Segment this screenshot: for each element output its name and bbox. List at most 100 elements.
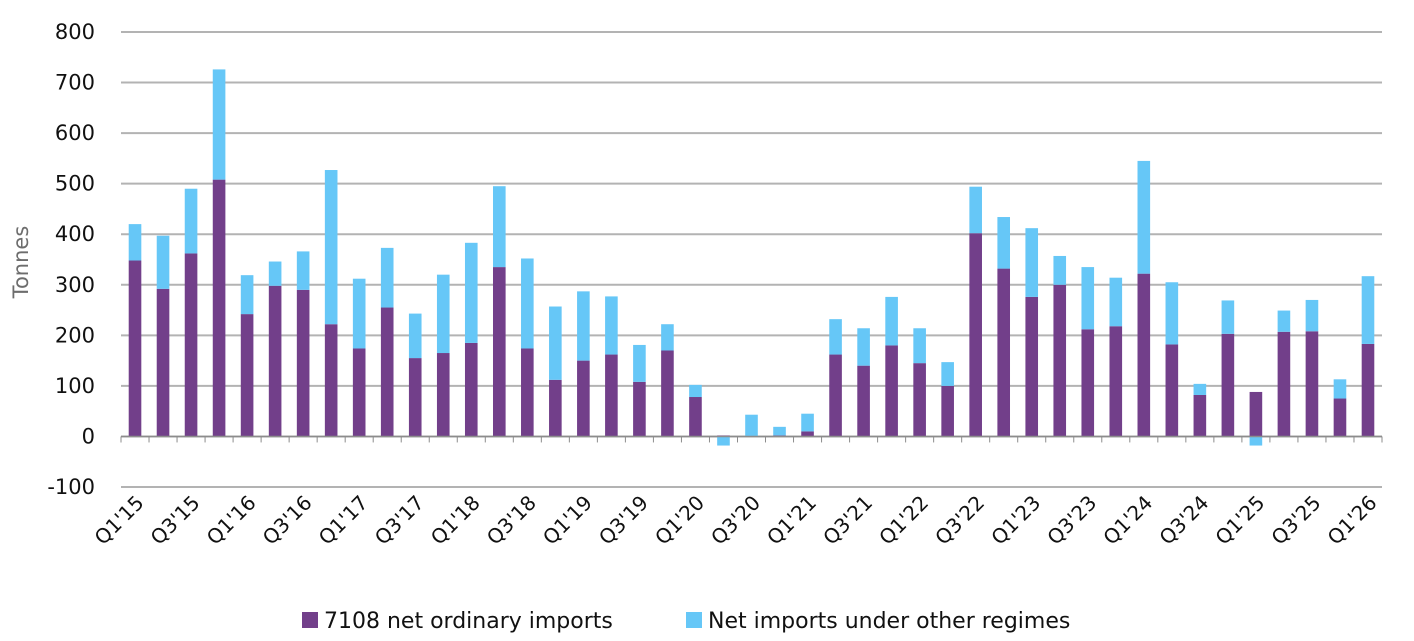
bar-ordinary-imports (661, 350, 674, 437)
bar-other-regimes (268, 261, 282, 286)
bar-other-regimes (885, 296, 898, 346)
bar-other-regimes (1249, 436, 1263, 446)
bar-ordinary-imports (1361, 343, 1375, 437)
x-tick-label: Q1'15 (90, 491, 149, 550)
y-tick-label: 100 (55, 374, 95, 398)
bar-ordinary-imports (1109, 326, 1123, 437)
bar-ordinary-imports (997, 268, 1011, 437)
bar-ordinary-imports (1025, 296, 1039, 437)
bar-other-regimes (1025, 228, 1039, 297)
x-tick-label: Q3'22 (930, 491, 989, 550)
bar-other-regimes (801, 413, 814, 432)
bar-ordinary-imports (184, 253, 198, 437)
bar-ordinary-imports (1137, 273, 1151, 437)
bar-ordinary-imports (801, 431, 814, 437)
bar-ordinary-imports (689, 397, 702, 437)
bar-ordinary-imports (156, 288, 170, 437)
bar-other-regimes (1053, 255, 1067, 285)
bar-other-regimes (1361, 276, 1375, 344)
y-tick-label: 300 (55, 273, 95, 297)
bar-other-regimes (296, 251, 310, 290)
x-tick-label: Q1'19 (538, 491, 597, 550)
bar-ordinary-imports (605, 354, 618, 437)
x-tick-label: Q3'20 (706, 491, 765, 550)
bar-ordinary-imports (380, 307, 394, 437)
bar-other-regimes (605, 296, 618, 355)
y-tick-label: 200 (55, 323, 95, 347)
x-tick-label: Q3'15 (146, 491, 205, 550)
bars (128, 69, 1375, 446)
y-axis-title: Tonnes (9, 226, 33, 300)
bar-ordinary-imports (408, 358, 422, 437)
bar-ordinary-imports (296, 289, 310, 437)
bar-ordinary-imports (1333, 398, 1347, 437)
y-tick-label: 600 (55, 121, 95, 145)
bar-ordinary-imports (1305, 331, 1319, 437)
bar-other-regimes (464, 242, 478, 343)
bar-ordinary-imports (1221, 333, 1235, 437)
bar-other-regimes (352, 278, 366, 349)
y-tick-label: 400 (55, 222, 95, 246)
bar-other-regimes (156, 235, 170, 289)
bar-other-regimes (212, 69, 226, 180)
x-tick-label: Q1'24 (1098, 491, 1157, 550)
bar-ordinary-imports (549, 379, 562, 437)
bar-other-regimes (521, 258, 534, 349)
bar-ordinary-imports (240, 314, 254, 437)
bar-ordinary-imports (464, 342, 478, 437)
bar-other-regimes (1277, 310, 1291, 332)
bar-other-regimes (577, 291, 590, 361)
x-tick-label: Q3'24 (1154, 491, 1213, 550)
x-tick-label: Q1'16 (202, 491, 261, 550)
bar-ordinary-imports (1249, 391, 1263, 437)
bar-other-regimes (240, 275, 254, 315)
bar-other-regimes (549, 306, 562, 380)
bar-ordinary-imports (941, 385, 954, 437)
x-tick-label: Q3'21 (818, 491, 877, 550)
bar-ordinary-imports (829, 354, 842, 437)
bar-ordinary-imports (1277, 331, 1291, 437)
bar-ordinary-imports (1053, 284, 1067, 437)
bar-ordinary-imports (128, 260, 142, 437)
bar-other-regimes (773, 426, 786, 436)
x-axis (120, 435, 1383, 443)
bar-ordinary-imports (492, 267, 506, 437)
bar-other-regimes (997, 217, 1011, 269)
bar-ordinary-imports (857, 365, 870, 437)
y-axis-ticks: -100 0 100 200 300 400 500 600 700 800 (47, 20, 95, 499)
bar-other-regimes (1333, 379, 1347, 399)
bar-ordinary-imports (1165, 344, 1179, 437)
x-axis-ticks: Q1'15Q3'15Q1'16Q3'16Q1'17Q3'17Q1'18Q3'18… (90, 491, 1382, 550)
bar-ordinary-imports (324, 324, 338, 437)
x-tick-label: Q3'18 (482, 491, 541, 550)
y-tick-label: -100 (47, 475, 95, 499)
bar-other-regimes (184, 188, 198, 254)
bar-other-regimes (436, 274, 450, 354)
x-tick-label: Q1'26 (1323, 491, 1382, 550)
bar-other-regimes (408, 313, 422, 359)
bar-ordinary-imports (352, 348, 366, 437)
legend-label-other-regimes: Net imports under other regimes (708, 609, 1070, 634)
bar-other-regimes (857, 328, 870, 366)
y-tick-label: 500 (55, 172, 95, 196)
x-tick-label: Q3'19 (594, 491, 653, 550)
bar-other-regimes (829, 319, 842, 355)
bar-other-regimes (1109, 277, 1123, 327)
bar-other-regimes (1165, 282, 1179, 345)
bar-ordinary-imports (969, 233, 982, 437)
x-tick-label: Q1'25 (1210, 491, 1269, 550)
x-tick-label: Q1'21 (762, 491, 821, 550)
bar-other-regimes (633, 344, 646, 382)
bar-ordinary-imports (436, 353, 450, 437)
bar-other-regimes (492, 186, 506, 268)
bar-ordinary-imports (633, 381, 646, 437)
bar-ordinary-imports (1081, 329, 1095, 437)
x-tick-label: Q1'20 (650, 491, 709, 550)
bar-other-regimes (941, 362, 954, 386)
bar-other-regimes (689, 384, 702, 398)
legend-swatch-other-regimes (686, 612, 702, 628)
bar-ordinary-imports (1193, 394, 1207, 437)
legend-swatch-ordinary-imports (302, 612, 318, 628)
bar-ordinary-imports (521, 348, 534, 437)
